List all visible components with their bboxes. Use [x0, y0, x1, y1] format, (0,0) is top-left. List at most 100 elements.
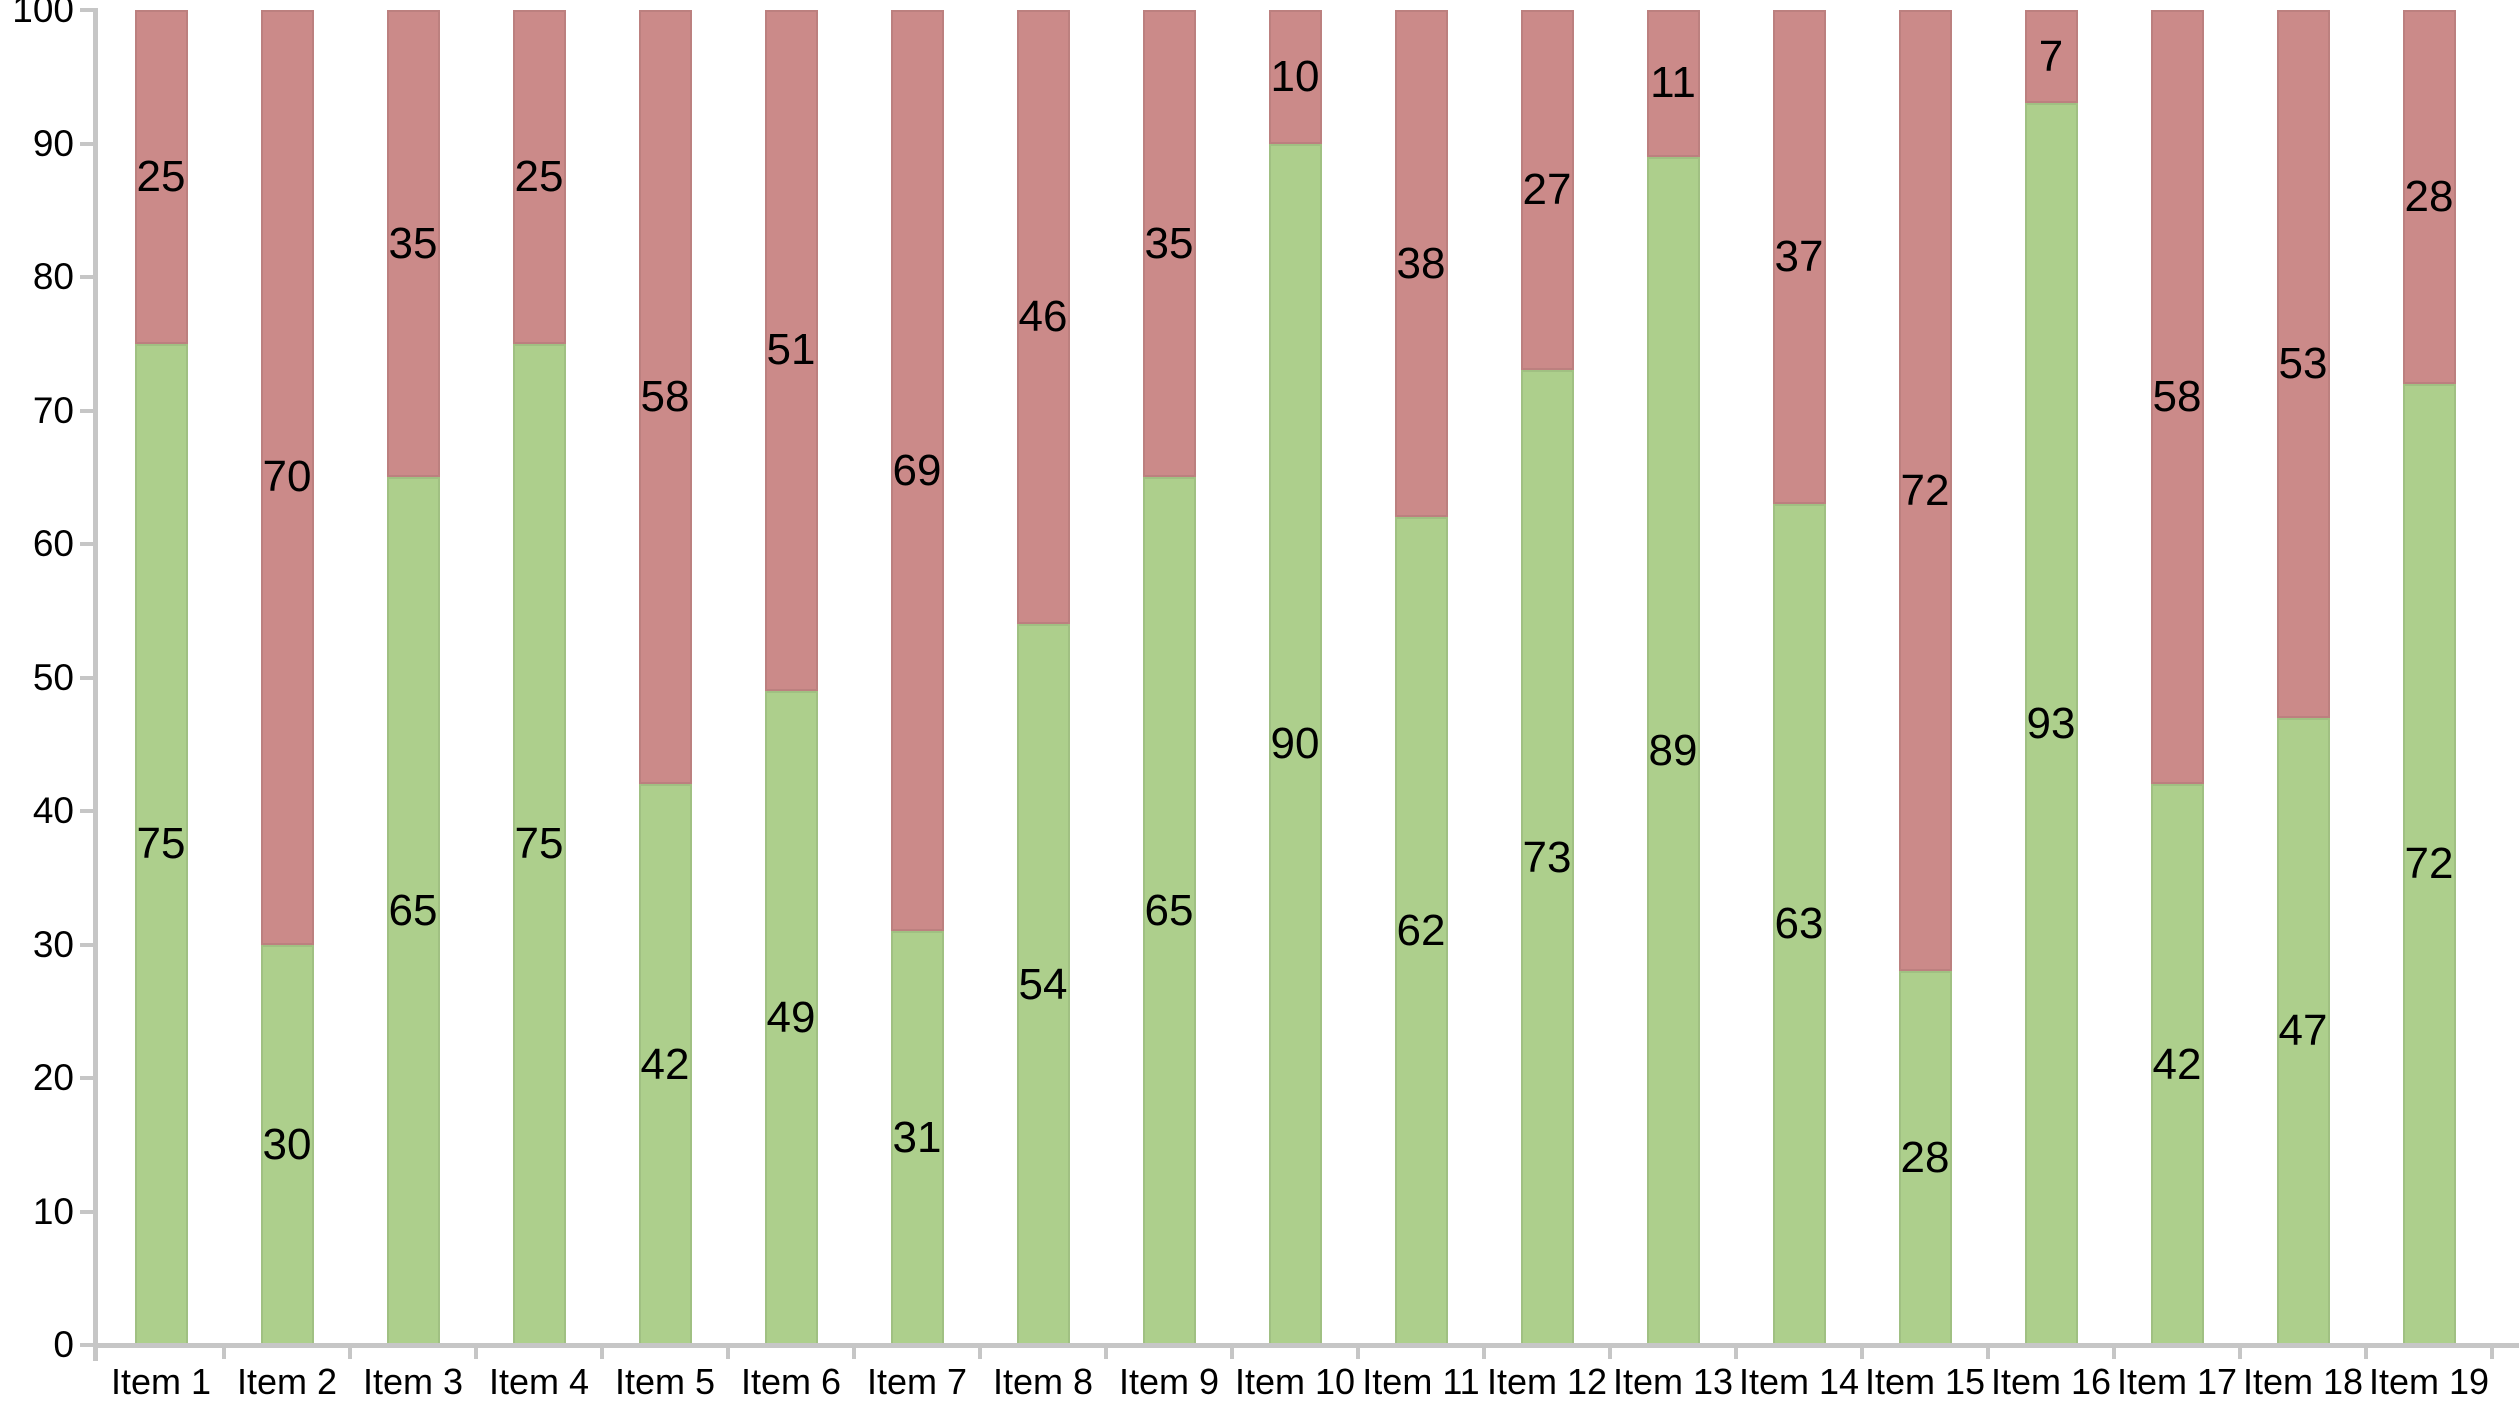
bar-segment-top-red-segment-item-4: 25: [512, 10, 566, 344]
x-axis-category-label: Item 11: [1362, 1361, 1480, 1402]
bar-segment-bottom-green-segment-item-12: 73: [1520, 370, 1574, 1345]
bar-value-label: 72: [1900, 465, 1950, 515]
y-axis-tick-label: 80: [32, 256, 74, 297]
x-axis-category-label: Item 14: [1738, 1361, 1860, 1402]
x-axis-tick: [474, 1343, 478, 1359]
y-axis-tick-label: 50: [32, 656, 74, 698]
x-axis-tick: [1104, 1343, 1108, 1359]
bar-segment-top-red-segment-item-8: 46: [1016, 10, 1070, 625]
bar-segment-bottom-green-segment-item-19: 72: [2402, 383, 2456, 1345]
x-axis-tick: [2238, 1343, 2242, 1359]
y-axis-tick-label: 60: [32, 523, 74, 564]
x-axis-tick: [1734, 1343, 1738, 1359]
bar-segment-bottom-green-segment-item-17: 42: [2150, 784, 2204, 1345]
bar-value-label: 58: [2152, 372, 2202, 422]
bar-segment-top-red-segment-item-12: 27: [1520, 10, 1574, 371]
bar-segment-bottom-green-segment-item-1: 75: [134, 343, 188, 1345]
y-axis-tick-label: 20: [32, 1057, 74, 1098]
bar-segment-bottom-green-segment-item-8: 54: [1016, 624, 1070, 1345]
y-axis-tick-label: 90: [32, 122, 74, 164]
bar-segment-bottom-green-segment-item-4: 75: [512, 343, 566, 1345]
bar-segment-bottom-green-segment-item-3: 65: [386, 477, 440, 1345]
bar-value-label: 10: [1270, 51, 1320, 101]
bar-segment-bottom-green-segment-item-14: 63: [1772, 503, 1826, 1345]
bar-segment-top-red-segment-item-10: 10: [1268, 10, 1322, 144]
bar-segment-top-red-segment-item-2: 70: [260, 10, 314, 945]
bar-value-label: 38: [1396, 238, 1446, 288]
bar-segment-top-red-segment-item-18: 53: [2276, 10, 2330, 718]
bar-segment-top-red-segment-item-7: 69: [890, 10, 944, 932]
x-axis-tick: [2112, 1343, 2116, 1359]
bar-value-label: 42: [2152, 1039, 2202, 1089]
x-axis-tick: [348, 1343, 352, 1359]
bar-value-label: 54: [1018, 959, 1068, 1009]
y-axis-tick: [80, 1343, 98, 1347]
bar-value-label: 72: [2404, 839, 2454, 889]
bar-value-label: 7: [2038, 31, 2064, 81]
y-axis-tick: [80, 542, 98, 546]
x-axis-tick: [852, 1343, 856, 1359]
bar-value-label: 49: [766, 992, 816, 1042]
bar-segment-top-red-segment-item-13: 11: [1646, 10, 1700, 157]
bar-segment-top-red-segment-item-16: 7: [2024, 10, 2078, 104]
y-axis-tick-label: 100: [12, 0, 74, 30]
bar-segment-bottom-green-segment-item-9: 65: [1142, 477, 1196, 1345]
bar-segment-top-red-segment-item-19: 28: [2402, 10, 2456, 384]
bar-value-label: 75: [514, 819, 564, 869]
bar-value-label: 35: [388, 218, 438, 268]
x-axis-line: [93, 1343, 2519, 1348]
x-axis-tick: [222, 1343, 226, 1359]
x-axis-tick: [1230, 1343, 1234, 1359]
bar-segment-bottom-green-segment-item-7: 31: [890, 931, 944, 1345]
y-axis-tick: [80, 408, 98, 413]
bar-value-label: 46: [1018, 292, 1068, 342]
bar-segment-bottom-green-segment-item-2: 30: [260, 944, 314, 1345]
bar-value-label: 58: [640, 372, 690, 422]
bar-segment-top-red-segment-item-14: 37: [1772, 10, 1826, 504]
x-axis-tick: [2490, 1343, 2494, 1359]
bar-value-label: 65: [1144, 886, 1194, 936]
x-axis-category-label: Item 18: [2242, 1361, 2364, 1402]
bar-segment-top-red-segment-item-17: 58: [2150, 10, 2204, 785]
y-axis-tick-label: 30: [32, 923, 74, 965]
bar-value-label: 28: [2404, 171, 2454, 221]
bar-value-label: 93: [2026, 699, 2076, 749]
bar-value-label: 69: [892, 445, 942, 495]
bar-segment-top-red-segment-item-11: 38: [1394, 10, 1448, 518]
bar-value-label: 70: [262, 452, 312, 502]
x-axis-category-label: Item 19: [2368, 1361, 2490, 1402]
x-axis-tick: [2364, 1343, 2368, 1359]
x-axis-tick: [978, 1343, 982, 1359]
x-axis-tick: [1482, 1343, 1486, 1359]
x-axis-category-label: Item 2: [236, 1361, 338, 1402]
x-axis-tick: [1986, 1343, 1990, 1359]
x-axis-category-label: Item 5: [614, 1361, 716, 1402]
bar-segment-top-red-segment-item-1: 25: [134, 10, 188, 344]
x-axis-category-label: Item 15: [1864, 1361, 1986, 1402]
x-axis-category-label: Item 1: [110, 1361, 212, 1402]
bar-segment-bottom-green-segment-item-16: 93: [2024, 103, 2078, 1345]
bar-segment-bottom-green-segment-item-13: 89: [1646, 156, 1700, 1345]
bar-segment-bottom-green-segment-item-5: 42: [638, 784, 692, 1345]
x-axis-tick: [1608, 1343, 1612, 1359]
bar-value-label: 37: [1774, 231, 1824, 281]
bar-value-label: 89: [1648, 725, 1698, 775]
x-axis-category-label: Item 13: [1612, 1361, 1734, 1402]
bar-value-label: 42: [640, 1039, 690, 1089]
x-axis-category-label: Item 4: [488, 1361, 590, 1402]
bar-segment-bottom-green-segment-item-11: 62: [1394, 517, 1448, 1345]
bar-value-label: 31: [892, 1113, 942, 1163]
bar-segment-top-red-segment-item-3: 35: [386, 10, 440, 478]
x-axis-category-label: Item 12: [1486, 1361, 1608, 1402]
x-axis-category-label: Item 17: [2116, 1361, 2238, 1402]
bar-segment-bottom-green-segment-item-6: 49: [764, 690, 818, 1345]
y-axis-tick: [80, 809, 98, 813]
y-axis-tick: [80, 141, 98, 146]
bar-value-label: 28: [1900, 1133, 1950, 1183]
bar-value-label: 75: [136, 819, 186, 869]
y-axis-tick-label: 10: [32, 1190, 74, 1232]
bar-value-label: 30: [262, 1119, 312, 1169]
x-axis-category-label: Item 8: [992, 1361, 1094, 1402]
bar-segment-top-red-segment-item-9: 35: [1142, 10, 1196, 478]
x-axis-category-label: Item 16: [1990, 1361, 2112, 1402]
